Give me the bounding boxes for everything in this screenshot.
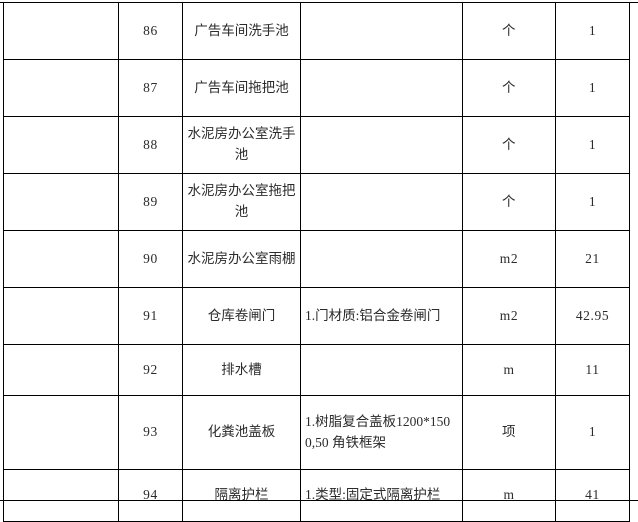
bill-of-quantities-sheet: 86 广告车间洗手池 个 1 87 广告车间拖把池 个 1 88 水泥房办公室洗… (3, 2, 630, 522)
row-quantity-cell: 1 (555, 2, 630, 60)
row-margin-cell (3, 173, 119, 231)
table-row: 89 水泥房办公室拖把池 个 1 (3, 173, 630, 231)
row-margin-cell (3, 469, 119, 522)
row-description-cell (300, 59, 463, 117)
table-body: 86 广告车间洗手池 个 1 87 广告车间拖把池 个 1 88 水泥房办公室洗… (3, 2, 630, 522)
row-item-name-cell: 仓库卷闸门 (182, 287, 301, 345)
table-row: 86 广告车间洗手池 个 1 (3, 2, 630, 60)
row-quantity-cell: 11 (555, 344, 630, 396)
row-margin-cell (3, 287, 119, 345)
row-number-cell: 92 (118, 344, 183, 396)
row-unit-cell: 个 (462, 2, 556, 60)
table-row: 94 隔离护栏 1.类型:固定式隔离护栏 m 41 (3, 469, 630, 522)
row-number-cell: 88 (118, 116, 183, 174)
row-description-cell (300, 230, 463, 288)
row-unit-cell: 个 (462, 116, 556, 174)
table-row: 88 水泥房办公室洗手池 个 1 (3, 116, 630, 174)
row-quantity-cell: 1 (555, 59, 630, 117)
row-item-name-cell: 广告车间洗手池 (182, 2, 301, 60)
row-unit-cell: 个 (462, 59, 556, 117)
table-row: 90 水泥房办公室雨棚 m2 21 (3, 230, 630, 288)
row-number-cell: 94 (118, 469, 183, 522)
row-description-cell: 1.门材质:铝合金卷闸门 (300, 287, 463, 345)
table-row: 93 化粪池盖板 1.树脂复合盖板1200*1500,50 角铁框架 项 1 (3, 395, 630, 470)
row-description-cell (300, 2, 463, 60)
row-description-cell: 1.树脂复合盖板1200*1500,50 角铁框架 (300, 395, 463, 470)
row-margin-cell (3, 344, 119, 396)
row-item-name-cell: 隔离护栏 (182, 469, 301, 522)
row-number-cell: 90 (118, 230, 183, 288)
row-quantity-cell: 42.95 (555, 287, 630, 345)
row-description-cell (300, 344, 463, 396)
row-quantity-cell: 41 (555, 469, 630, 522)
row-number-cell: 86 (118, 2, 183, 60)
row-number-cell: 91 (118, 287, 183, 345)
row-description-cell (300, 116, 463, 174)
row-unit-cell: m (462, 469, 556, 522)
row-number-cell: 87 (118, 59, 183, 117)
row-margin-cell (3, 395, 119, 470)
row-unit-cell: 项 (462, 395, 556, 470)
row-quantity-cell: 1 (555, 116, 630, 174)
row-margin-cell (3, 230, 119, 288)
row-unit-cell: m (462, 344, 556, 396)
row-item-name-cell: 广告车间拖把池 (182, 59, 301, 117)
bill-of-quantities-table: 86 广告车间洗手池 个 1 87 广告车间拖把池 个 1 88 水泥房办公室洗… (3, 2, 630, 522)
row-item-name-cell: 水泥房办公室洗手池 (182, 116, 301, 174)
row-description-cell: 1.类型:固定式隔离护栏 (300, 469, 463, 522)
row-number-cell: 89 (118, 173, 183, 231)
row-item-name-cell: 水泥房办公室雨棚 (182, 230, 301, 288)
row-item-name-cell: 化粪池盖板 (182, 395, 301, 470)
row-quantity-cell: 1 (555, 173, 630, 231)
row-margin-cell (3, 59, 119, 117)
row-quantity-cell: 1 (555, 395, 630, 470)
row-unit-cell: m2 (462, 287, 556, 345)
row-description-cell (300, 173, 463, 231)
table-row: 92 排水槽 m 11 (3, 344, 630, 396)
table-row: 91 仓库卷闸门 1.门材质:铝合金卷闸门 m2 42.95 (3, 287, 630, 345)
row-margin-cell (3, 2, 119, 60)
row-item-name-cell: 排水槽 (182, 344, 301, 396)
row-margin-cell (3, 116, 119, 174)
row-item-name-cell: 水泥房办公室拖把池 (182, 173, 301, 231)
row-unit-cell: m2 (462, 230, 556, 288)
row-quantity-cell: 21 (555, 230, 630, 288)
table-row: 87 广告车间拖把池 个 1 (3, 59, 630, 117)
row-number-cell: 93 (118, 395, 183, 470)
row-unit-cell: 个 (462, 173, 556, 231)
